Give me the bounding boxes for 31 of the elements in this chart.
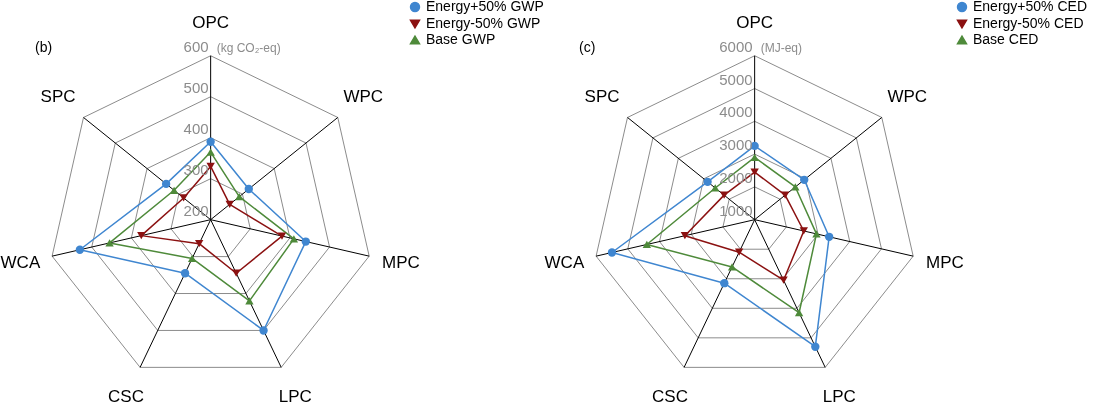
- y-tick-label: 3000: [719, 136, 753, 154]
- spoke-label: CSC: [108, 386, 144, 406]
- spoke-label: SPC: [584, 87, 620, 107]
- legend-label: Energy-50% GWP: [426, 15, 541, 31]
- spoke-label: WPC: [343, 87, 384, 107]
- spoke-label: WPC: [887, 87, 928, 107]
- text: (b): [35, 38, 53, 55]
- spoke-label: CSC: [652, 386, 688, 406]
- spoke-label: MPC: [381, 253, 420, 273]
- legend-label: Energy-50% CED: [973, 15, 1084, 31]
- legend-label: Base GWP: [426, 31, 496, 47]
- y-tick-label: 6000: [719, 37, 753, 55]
- spoke-label: LPC: [822, 386, 856, 406]
- y-tick-label: 5000: [719, 70, 753, 88]
- legend-label: Base CED: [973, 31, 1039, 47]
- y-tick-label: 500: [183, 78, 209, 96]
- spoke-label: WCA: [0, 253, 41, 273]
- y-tick-label: 4000: [719, 103, 753, 121]
- spoke-label: SPC: [40, 87, 76, 107]
- y-tick-label: 400: [183, 119, 209, 137]
- spoke-label: WCA: [544, 253, 585, 273]
- spoke-label: MPC: [925, 253, 964, 273]
- spoke-label: LPC: [278, 386, 312, 406]
- text: (kg CO₂-eq): [216, 40, 281, 55]
- spoke-label: OPC: [192, 12, 230, 32]
- text: (MJ-eq): [760, 40, 802, 55]
- y-tick-label: 600: [183, 37, 209, 55]
- text: (c): [579, 38, 596, 55]
- legend-label: Energy+50% CED: [973, 0, 1088, 14]
- spoke-label: OPC: [736, 12, 774, 32]
- legend-label: Energy+50% GWP: [426, 0, 544, 14]
